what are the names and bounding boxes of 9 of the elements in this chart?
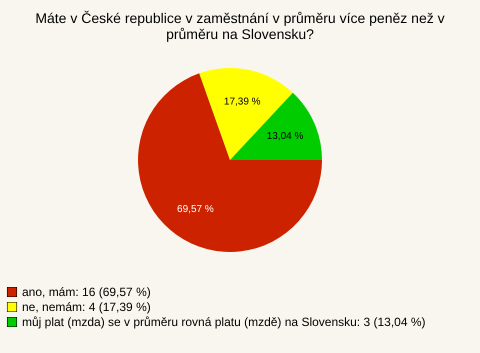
pie-slice: [199, 68, 293, 160]
legend-label: ne, nemám: 4 (17,39 %): [22, 300, 151, 314]
data-label: 13,04 %: [266, 131, 304, 142]
legend-label: ano, mám: 16 (69,57 %): [22, 285, 151, 299]
data-label: 17,39 %: [224, 96, 261, 108]
data-label: 69,57 %: [177, 204, 214, 216]
legend-label: můj plat (mzda) se v průměru rovná platu (mzdě) na Slovensku: 3 (13,04 %): [22, 315, 426, 329]
pie-slice: [138, 73, 322, 252]
chart-title: Máte v České republice v zaměstnání v průměru více peněz než v průměru na Slovensku?: [35, 10, 445, 42]
